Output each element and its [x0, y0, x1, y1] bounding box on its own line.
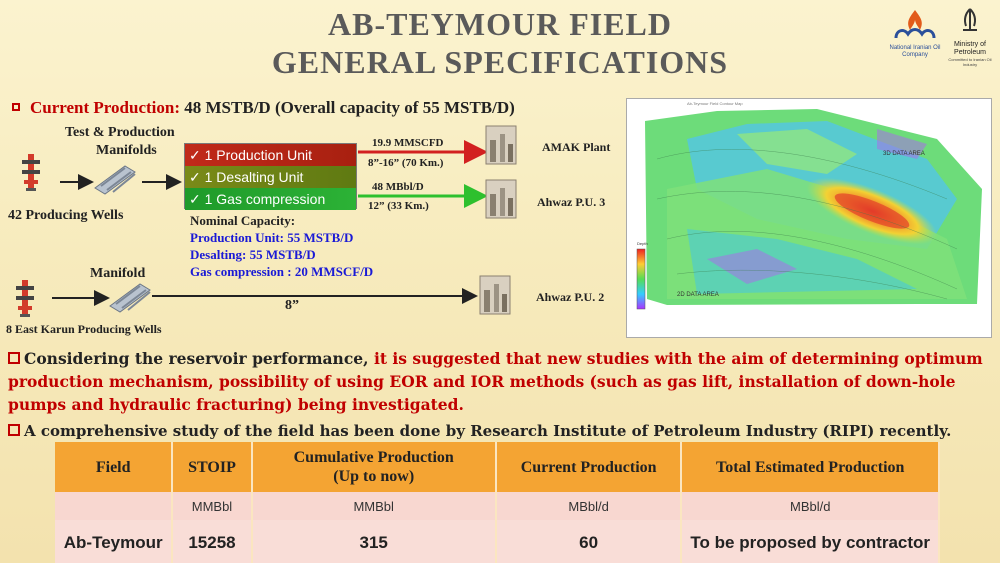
col-header-total: Total Estimated Production — [681, 442, 940, 492]
contour-map-image — [636, 109, 982, 310]
current-production-label: Current Production: — [30, 98, 181, 117]
contour-map-header: Ab-Teymour Field Contour Map — [687, 101, 743, 106]
legend-title: Depth — [637, 241, 648, 246]
cell-current: 60 — [495, 520, 683, 563]
paragraph-reservoir-lead: Considering the reservoir performance, — [24, 349, 374, 368]
manifold-icon — [94, 165, 136, 195]
unit-cell: MBbl/d — [495, 492, 683, 520]
table-row: Ab-Teymour 15258 315 60 To be proposed b… — [55, 520, 940, 563]
wellhead-icon — [22, 154, 40, 191]
amak-plant-label: AMAK Plant — [542, 140, 611, 154]
unit-gas-compression: ✓ 1 Gas compression — [185, 188, 356, 210]
ministry-line3: Committed to Iranian Oil Industry — [948, 57, 992, 67]
plant-icon — [485, 125, 517, 165]
col-header-field: Field — [55, 442, 174, 492]
nominal-gas-compression: Gas compression : 20 MMSCF/D — [190, 264, 374, 279]
bullet-square-icon — [8, 352, 20, 364]
col-header-stoip: STOIP — [172, 442, 253, 492]
unit-production: ✓ 1 Production Unit — [185, 144, 356, 166]
current-production-value: 48 MSTB/D (Overall capacity of 55 MSTB/D… — [184, 98, 515, 117]
ahwaz3-label: Ahwaz P.U. 3 — [537, 195, 606, 209]
manifold-icon — [109, 283, 151, 313]
production-table: Field STOIP Cumulative Production (Up to… — [55, 442, 940, 563]
ministry-line2: Petroleum — [954, 49, 986, 56]
nominal-production: Production Unit: 55 MSTB/D — [190, 230, 354, 245]
unit-cell: MMBbl — [251, 492, 497, 520]
current-production-line: Current Production: 48 MSTB/D (Overall c… — [12, 98, 515, 118]
gas-pipe-label: 8”-16” (70 Km.) — [368, 157, 444, 169]
table-units-row: MMBbl MMBbl MBbl/d MBbl/d — [55, 492, 940, 520]
paragraph-reservoir-suggestion: it is suggested that new studies with th… — [8, 349, 983, 414]
cell-cumulative: 315 — [251, 520, 497, 563]
cell-total: To be proposed by contractor — [681, 520, 940, 563]
nioc-logo: National Iranian Oil Company — [888, 8, 942, 60]
nominal-desalting: Desalting: 55 MSTB/D — [190, 247, 316, 262]
nominal-capacity-title: Nominal Capacity: — [190, 213, 296, 228]
col-header-current: Current Production — [495, 442, 683, 492]
wellhead-icon — [16, 280, 34, 317]
nioc-logo-text: National Iranian Oil Company — [889, 45, 941, 58]
slide-title-line1: AB-TEYMOUR FIELD — [327, 6, 672, 42]
test-prod-manifolds-label-1: Test & Production — [65, 125, 175, 140]
pipe-8in-label: 8” — [285, 298, 299, 313]
plant-icon — [479, 275, 511, 315]
unit-cell: MBbl/d — [681, 492, 940, 520]
plant-icon — [485, 179, 517, 219]
ahwaz2-label: Ahwaz P.U. 2 — [536, 290, 605, 304]
test-prod-manifolds-label-2: Manifolds — [96, 143, 157, 158]
ministry-logo: Ministry of Petroleum Committed to Irani… — [946, 6, 994, 67]
ministry-line1: Ministry of — [954, 41, 986, 48]
bullet-square-icon — [8, 424, 20, 436]
cell-stoip: 15258 — [172, 520, 253, 563]
processing-units-box: ✓ 1 Production Unit ✓ 1 Desalting Unit ✓… — [184, 143, 357, 210]
cell-field: Ab-Teymour — [55, 520, 174, 563]
col-header-cumulative: Cumulative Production (Up to now) — [251, 442, 497, 492]
table-header-row: Field STOIP Cumulative Production (Up to… — [55, 442, 940, 492]
oil-pipe-label: 12” (33 Km.) — [368, 200, 429, 212]
nioc-flame-icon — [894, 10, 936, 39]
paragraph-ripi-text: A comprehensive study of the field has b… — [24, 422, 952, 440]
iran-emblem-icon — [963, 8, 977, 31]
map-3d-area-label: 3D DATA AREA — [883, 151, 925, 157]
slide-title-line2: GENERAL SPECIFICATIONS — [271, 44, 729, 80]
unit-cell: MMBbl — [172, 492, 253, 520]
unit-cell — [55, 492, 174, 520]
east-karun-label: 8 East Karun Producing Wells — [6, 322, 162, 336]
paragraph-ripi: A comprehensive study of the field has b… — [8, 420, 993, 443]
flow-diagram — [16, 125, 517, 317]
paragraph-reservoir: Considering the reservoir performance, i… — [8, 347, 993, 416]
gas-flow-label: 19.9 MMSCFD — [372, 137, 444, 149]
wells-42-label: 42 Producing Wells — [8, 208, 124, 223]
manifold-label: Manifold — [90, 266, 146, 281]
bullet-square-icon — [12, 103, 20, 111]
map-2d-area-label: 2D DATA AREA — [677, 292, 719, 298]
oil-flow-label: 48 MBbl/D — [372, 181, 424, 193]
contour-map: Ab-Teymour Field Contour Map — [626, 98, 992, 338]
unit-desalting: ✓ 1 Desalting Unit — [185, 166, 356, 188]
